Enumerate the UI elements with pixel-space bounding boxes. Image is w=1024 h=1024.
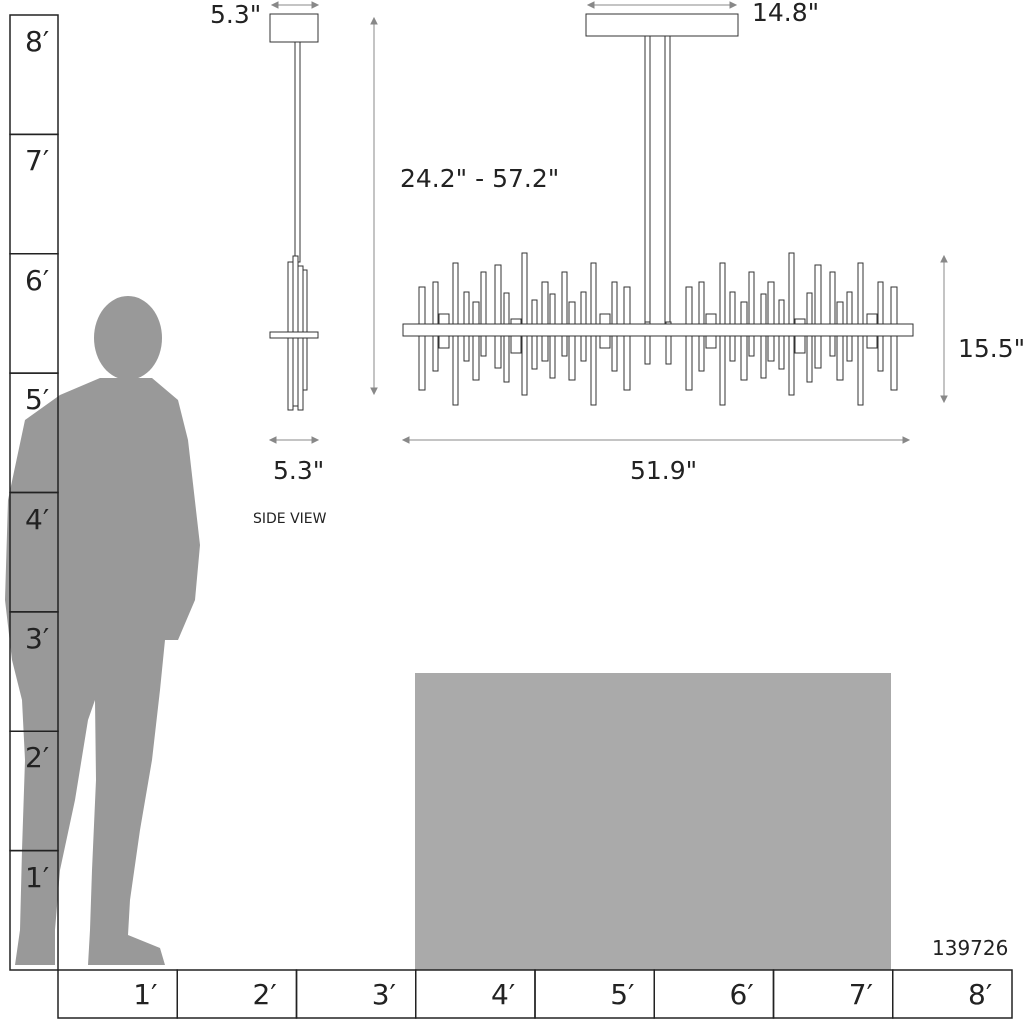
chandelier-rod — [829, 271, 836, 357]
fixture-height-label: 15.5" — [958, 334, 1024, 363]
overall-height-label: 24.2" - 57.2" — [400, 164, 560, 193]
ruler-cell — [415, 969, 536, 1019]
chandelier-rod — [748, 271, 755, 357]
vertical-ruler-label: 6′ — [25, 263, 50, 297]
side-view-label: SIDE VIEW — [253, 511, 327, 527]
vertical-ruler-label: 2′ — [25, 741, 50, 775]
chandelier-rod — [494, 264, 502, 369]
chandelier-rod — [767, 281, 775, 362]
arrowhead — [270, 1, 279, 9]
horizontal-ruler-label: 8′ — [968, 978, 993, 1011]
chandelier-rod — [806, 292, 813, 383]
chandelier-rod — [814, 264, 822, 369]
vertical-ruler-label: 5′ — [25, 383, 50, 417]
vertical-ruler-label: 7′ — [25, 144, 50, 178]
horizontal-ruler-label: 3′ — [371, 978, 396, 1011]
dimension-lines — [268, 1, 948, 444]
front-view-fixture — [402, 13, 914, 406]
chandelier-rod — [418, 286, 426, 391]
arrowhead — [586, 1, 595, 9]
vertical-ruler-label: 3′ — [25, 621, 50, 655]
chandelier-rod — [685, 286, 693, 391]
arrowhead — [940, 395, 948, 404]
chandelier-rod — [836, 301, 844, 381]
horizontal-ruler — [57, 969, 1013, 1019]
vertical-ruler-label: 4′ — [25, 502, 50, 536]
chandelier-rod — [480, 271, 487, 357]
arrowhead — [729, 1, 738, 9]
vertical-ruler-label: 8′ — [25, 25, 50, 58]
arrowhead — [311, 1, 320, 9]
arrowhead — [940, 254, 948, 263]
model-number: 139726 — [932, 936, 1009, 960]
horizontal-ruler-label: 1′ — [133, 978, 158, 1011]
horizontal-ruler-label: 6′ — [729, 978, 754, 1011]
chandelier-rod — [623, 286, 631, 391]
arrowhead — [902, 436, 911, 444]
arrowhead — [268, 436, 277, 444]
chandelier-rod — [568, 301, 576, 381]
arrowhead — [370, 16, 378, 25]
horizontal-ruler-label: 5′ — [610, 978, 635, 1011]
chandelier-rod — [740, 301, 748, 381]
side-width-label: 5.3" — [273, 456, 325, 485]
fixture-width-label: 51.9" — [630, 456, 698, 485]
chandelier-rod — [561, 271, 568, 357]
ruler-cell — [772, 969, 894, 1019]
person-silhouette — [5, 296, 200, 965]
arrowhead — [311, 436, 320, 444]
ruler-cell — [892, 969, 1013, 1019]
chandelier-rod — [665, 321, 672, 365]
chandelier-rod — [541, 281, 549, 362]
horizontal-ruler-label: 7′ — [848, 978, 873, 1011]
ruler-cell — [176, 969, 298, 1019]
ruler-cell — [534, 969, 655, 1019]
chandelier-bar — [402, 323, 914, 337]
vertical-ruler — [9, 14, 59, 971]
ruler-cell — [653, 969, 775, 1019]
front-canopy-width-label: 14.8" — [752, 0, 820, 27]
table-silhouette — [415, 673, 891, 970]
ruler-cell — [57, 969, 178, 1019]
chandelier-rod — [472, 301, 480, 381]
chandelier-rod — [644, 321, 651, 365]
ruler-cell — [295, 969, 417, 1019]
ruler-cell — [9, 849, 59, 971]
chandelier-rod — [890, 286, 898, 391]
chandelier-rod — [503, 292, 510, 383]
side-canopy-width-label: 5.3" — [210, 0, 262, 29]
arrowhead — [401, 436, 410, 444]
horizontal-ruler-label: 2′ — [252, 978, 277, 1011]
vertical-ruler-label: 1′ — [25, 860, 50, 894]
side-view-fixture — [269, 13, 319, 411]
arrowhead — [370, 387, 378, 396]
horizontal-ruler-label: 4′ — [491, 978, 516, 1011]
